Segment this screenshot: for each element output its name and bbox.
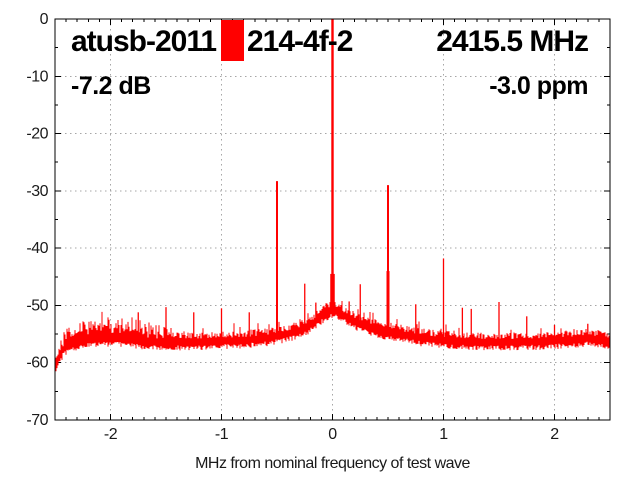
x-tick-label: 1 (439, 426, 448, 443)
y-tick-label: -70 (26, 412, 48, 429)
device-label-suffix: 214-4f-2 (247, 25, 353, 58)
center-frequency-label: 2415.5 MHz (436, 25, 589, 58)
y-tick-label: 0 (40, 11, 49, 28)
y-tick-label: -50 (26, 297, 48, 314)
spur-spikes (137, 181, 589, 346)
y-tick-label: -40 (26, 240, 48, 257)
device-label-prefix: atusb-2011 (71, 25, 217, 58)
redaction-block (221, 20, 244, 61)
ppm-offset-label: -3.0 ppm (489, 72, 588, 100)
noise-trace (55, 301, 610, 372)
power-level-label: -7.2 dB (71, 72, 151, 100)
x-tick-label: -1 (215, 426, 229, 443)
y-tick-label: -30 (26, 183, 48, 200)
plot-frame (54, 18, 611, 421)
x-tick-label: 0 (328, 426, 337, 443)
y-tick-label: -60 (26, 355, 48, 372)
x-tick-label: -2 (104, 426, 118, 443)
y-tick-label: -10 (26, 68, 48, 85)
x-tick-label: 2 (550, 426, 559, 443)
y-tick-label: -20 (26, 126, 48, 143)
x-axis-title: MHz from nominal frequency of test wave (195, 455, 470, 472)
